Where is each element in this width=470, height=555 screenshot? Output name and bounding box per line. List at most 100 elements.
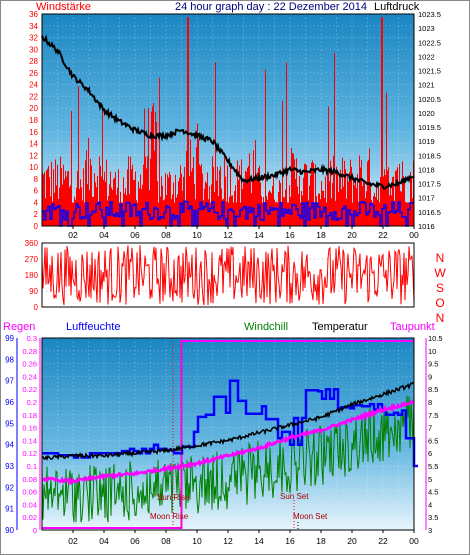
- wind-tick-label: 20: [29, 104, 38, 113]
- pressure-tick-label: 1019.5: [418, 123, 441, 132]
- temperature-tick-label: 5.5: [428, 462, 438, 471]
- temperature-tick-label: 10: [428, 347, 436, 356]
- climate-x-tick-label: 14: [254, 536, 264, 546]
- rain-tick-label: 0: [33, 526, 37, 535]
- wind-x-tick-label: 14: [254, 230, 264, 240]
- temperature-tick-label: 6.5: [428, 436, 438, 445]
- climate-x-tick-label: 20: [347, 536, 357, 546]
- humidity-tick-label: 90: [5, 526, 14, 535]
- wind-tick-label: 24: [29, 81, 38, 90]
- pressure-tick-label: 1018: [418, 165, 435, 174]
- rain-tick-label: 0.28: [22, 347, 37, 356]
- climate-x-tick-label: 22: [378, 536, 388, 546]
- rain-tick-label: 0.02: [22, 513, 37, 522]
- temperature-tick-label: 7.5: [428, 411, 438, 420]
- rain-tick-label: 0.16: [22, 424, 37, 433]
- rain-tick-label: 0.2: [27, 398, 37, 407]
- pressure-tick-label: 1022: [418, 52, 435, 61]
- temperature-tick-label: 6: [428, 449, 432, 458]
- wind-x-tick-label: 12: [223, 230, 233, 240]
- wind-x-tick-label: 06: [130, 230, 140, 240]
- humidity-line: [42, 379, 418, 468]
- climate-x-tick-label: 10: [192, 536, 202, 546]
- dewpoint-line: [41, 400, 415, 486]
- compass-label: S: [436, 281, 444, 295]
- temperature-tick-label: 3: [428, 526, 432, 535]
- temperature-tick-label: 8.5: [428, 385, 438, 394]
- wind-tick-label: 2: [34, 210, 39, 219]
- pressure-tick-label: 1023: [418, 24, 435, 33]
- humidity-y-axis: 90 91 92 93 94 95 96 97 98 99: [5, 334, 18, 535]
- climate-x-tick-label: 00: [409, 536, 419, 546]
- wind-x-tick-label: 08: [161, 230, 171, 240]
- temperature-tick-label: 8: [428, 398, 432, 407]
- rain-tick-label: 0.14: [22, 436, 37, 445]
- wind-tick-label: 0: [34, 222, 39, 231]
- temperature-tick-label: 4: [428, 500, 432, 509]
- climate-x-tick-label: 12: [223, 536, 233, 546]
- humidity-tick-label: 94: [5, 441, 14, 450]
- climate-x-tick-label: 06: [130, 536, 140, 546]
- temperature-tick-label: 9: [428, 372, 432, 381]
- wind-tick-label: 30: [29, 45, 38, 54]
- humidity-tick-label: 95: [5, 419, 14, 428]
- direction-tick-label: 90: [29, 287, 38, 296]
- wind-tick-label: 28: [29, 57, 38, 66]
- direction-tick-label: 270: [25, 255, 39, 264]
- wind-x-tick-label: 00: [409, 230, 419, 240]
- wind-x-tick-label: 02: [68, 230, 78, 240]
- compass-label: W: [434, 266, 446, 280]
- windchill-label: Windchill: [244, 321, 288, 333]
- wind-tick-label: 16: [29, 128, 38, 137]
- temperatur-label: Temperatur: [312, 321, 368, 333]
- humidity-tick-label: 91: [5, 505, 14, 514]
- rain-tick-label: 0.04: [22, 500, 37, 509]
- humidity-tick-label: 99: [5, 334, 14, 343]
- pressure-tick-label: 1017.5: [418, 180, 441, 189]
- pressure-tick-label: 1019: [418, 137, 435, 146]
- humidity-tick-label: 97: [5, 377, 14, 386]
- wind-x-tick-label: 22: [378, 230, 388, 240]
- wind-x-tick-label: 16: [285, 230, 295, 240]
- rain-tick-label: 0.06: [22, 488, 37, 497]
- pressure-title: Luftdruck: [374, 1, 420, 13]
- wind-tick-label: 36: [29, 10, 38, 19]
- chart-title: 24 hour graph day : 22 Dezember 2014: [175, 1, 367, 13]
- direction-series: [41, 245, 415, 306]
- wind-tick-label: 18: [29, 116, 38, 125]
- pressure-tick-label: 1016.5: [418, 208, 441, 217]
- taupunkt-label: Taupunkt: [390, 321, 435, 333]
- rain-tick-label: 0.26: [22, 360, 37, 369]
- wind-tick-label: 8: [34, 175, 39, 184]
- pressure-tick-label: 1022.5: [418, 38, 441, 47]
- pressure-tick-label: 1023.5: [418, 10, 441, 19]
- pressure-y-axis: 1016 1016.5 1017 1017.5 1018 1018.5 1019 1019.5…: [418, 10, 441, 231]
- climate-x-tick-label: 02: [68, 536, 78, 546]
- humidity-tick-label: 96: [5, 398, 14, 407]
- climate-x-axis: 02 04 06 08 10 12 14 16 18 20 22 00: [68, 530, 419, 546]
- direction-tick-label: 360: [25, 239, 39, 248]
- pressure-tick-label: 1017: [418, 194, 435, 203]
- rain-tick-label: 0.08: [22, 475, 37, 484]
- wind-tick-label: 32: [29, 34, 38, 43]
- wind-tick-label: 14: [29, 140, 38, 149]
- humidity-tick-label: 93: [5, 462, 14, 471]
- direction-tick-label: 180: [25, 271, 39, 280]
- temperature-tick-label: 4.5: [428, 488, 438, 497]
- compass-label: N: [436, 251, 445, 265]
- wind-x-axis: 02 04 06 08 10 12 14 16 18 20 22 00: [68, 226, 419, 240]
- rain-tick-label: 0.12: [22, 449, 37, 458]
- moon-set-label: Moon Set: [293, 512, 328, 521]
- rain-tick-label: 0.22: [22, 385, 37, 394]
- wind-tick-label: 6: [34, 187, 39, 196]
- pressure-tick-label: 1020.5: [418, 95, 441, 104]
- direction-panel-border: [41, 242, 415, 308]
- sun-set-label: Sun Set: [280, 492, 309, 501]
- climate-x-tick-label: 16: [285, 536, 295, 546]
- wind-tick-label: 10: [29, 163, 38, 172]
- humidity-tick-label: 98: [5, 355, 14, 364]
- wind-tick-label: 12: [29, 151, 38, 160]
